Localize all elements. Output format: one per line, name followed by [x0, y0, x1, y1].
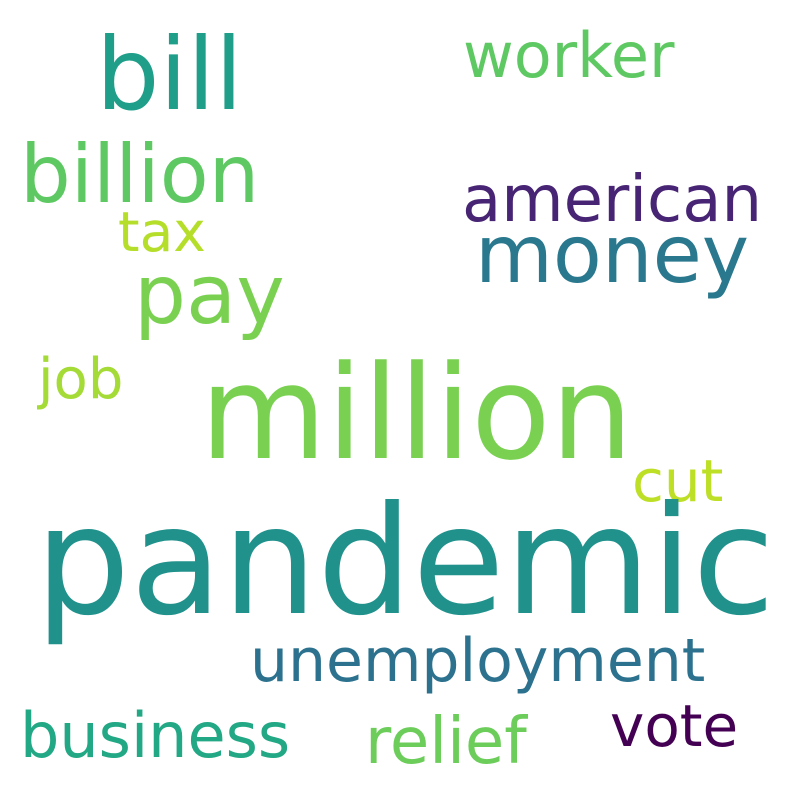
word-business: business — [20, 699, 291, 772]
word-money: money — [475, 208, 750, 301]
word-cut: cut — [632, 447, 724, 515]
word-bill: bill — [96, 16, 243, 133]
word-worker: worker — [463, 19, 675, 92]
word-unemployment: unemployment — [250, 626, 706, 696]
word-vote: vote — [610, 692, 739, 760]
word-tax: tax — [118, 200, 206, 264]
word-pay: pay — [134, 248, 285, 343]
word-job: job — [38, 347, 124, 412]
word-american: american — [462, 163, 762, 237]
word-billion: billion — [20, 128, 260, 221]
word-million: million — [200, 337, 634, 489]
word-relief: relief — [365, 705, 527, 779]
word-pandemic: pandemic — [35, 475, 775, 649]
